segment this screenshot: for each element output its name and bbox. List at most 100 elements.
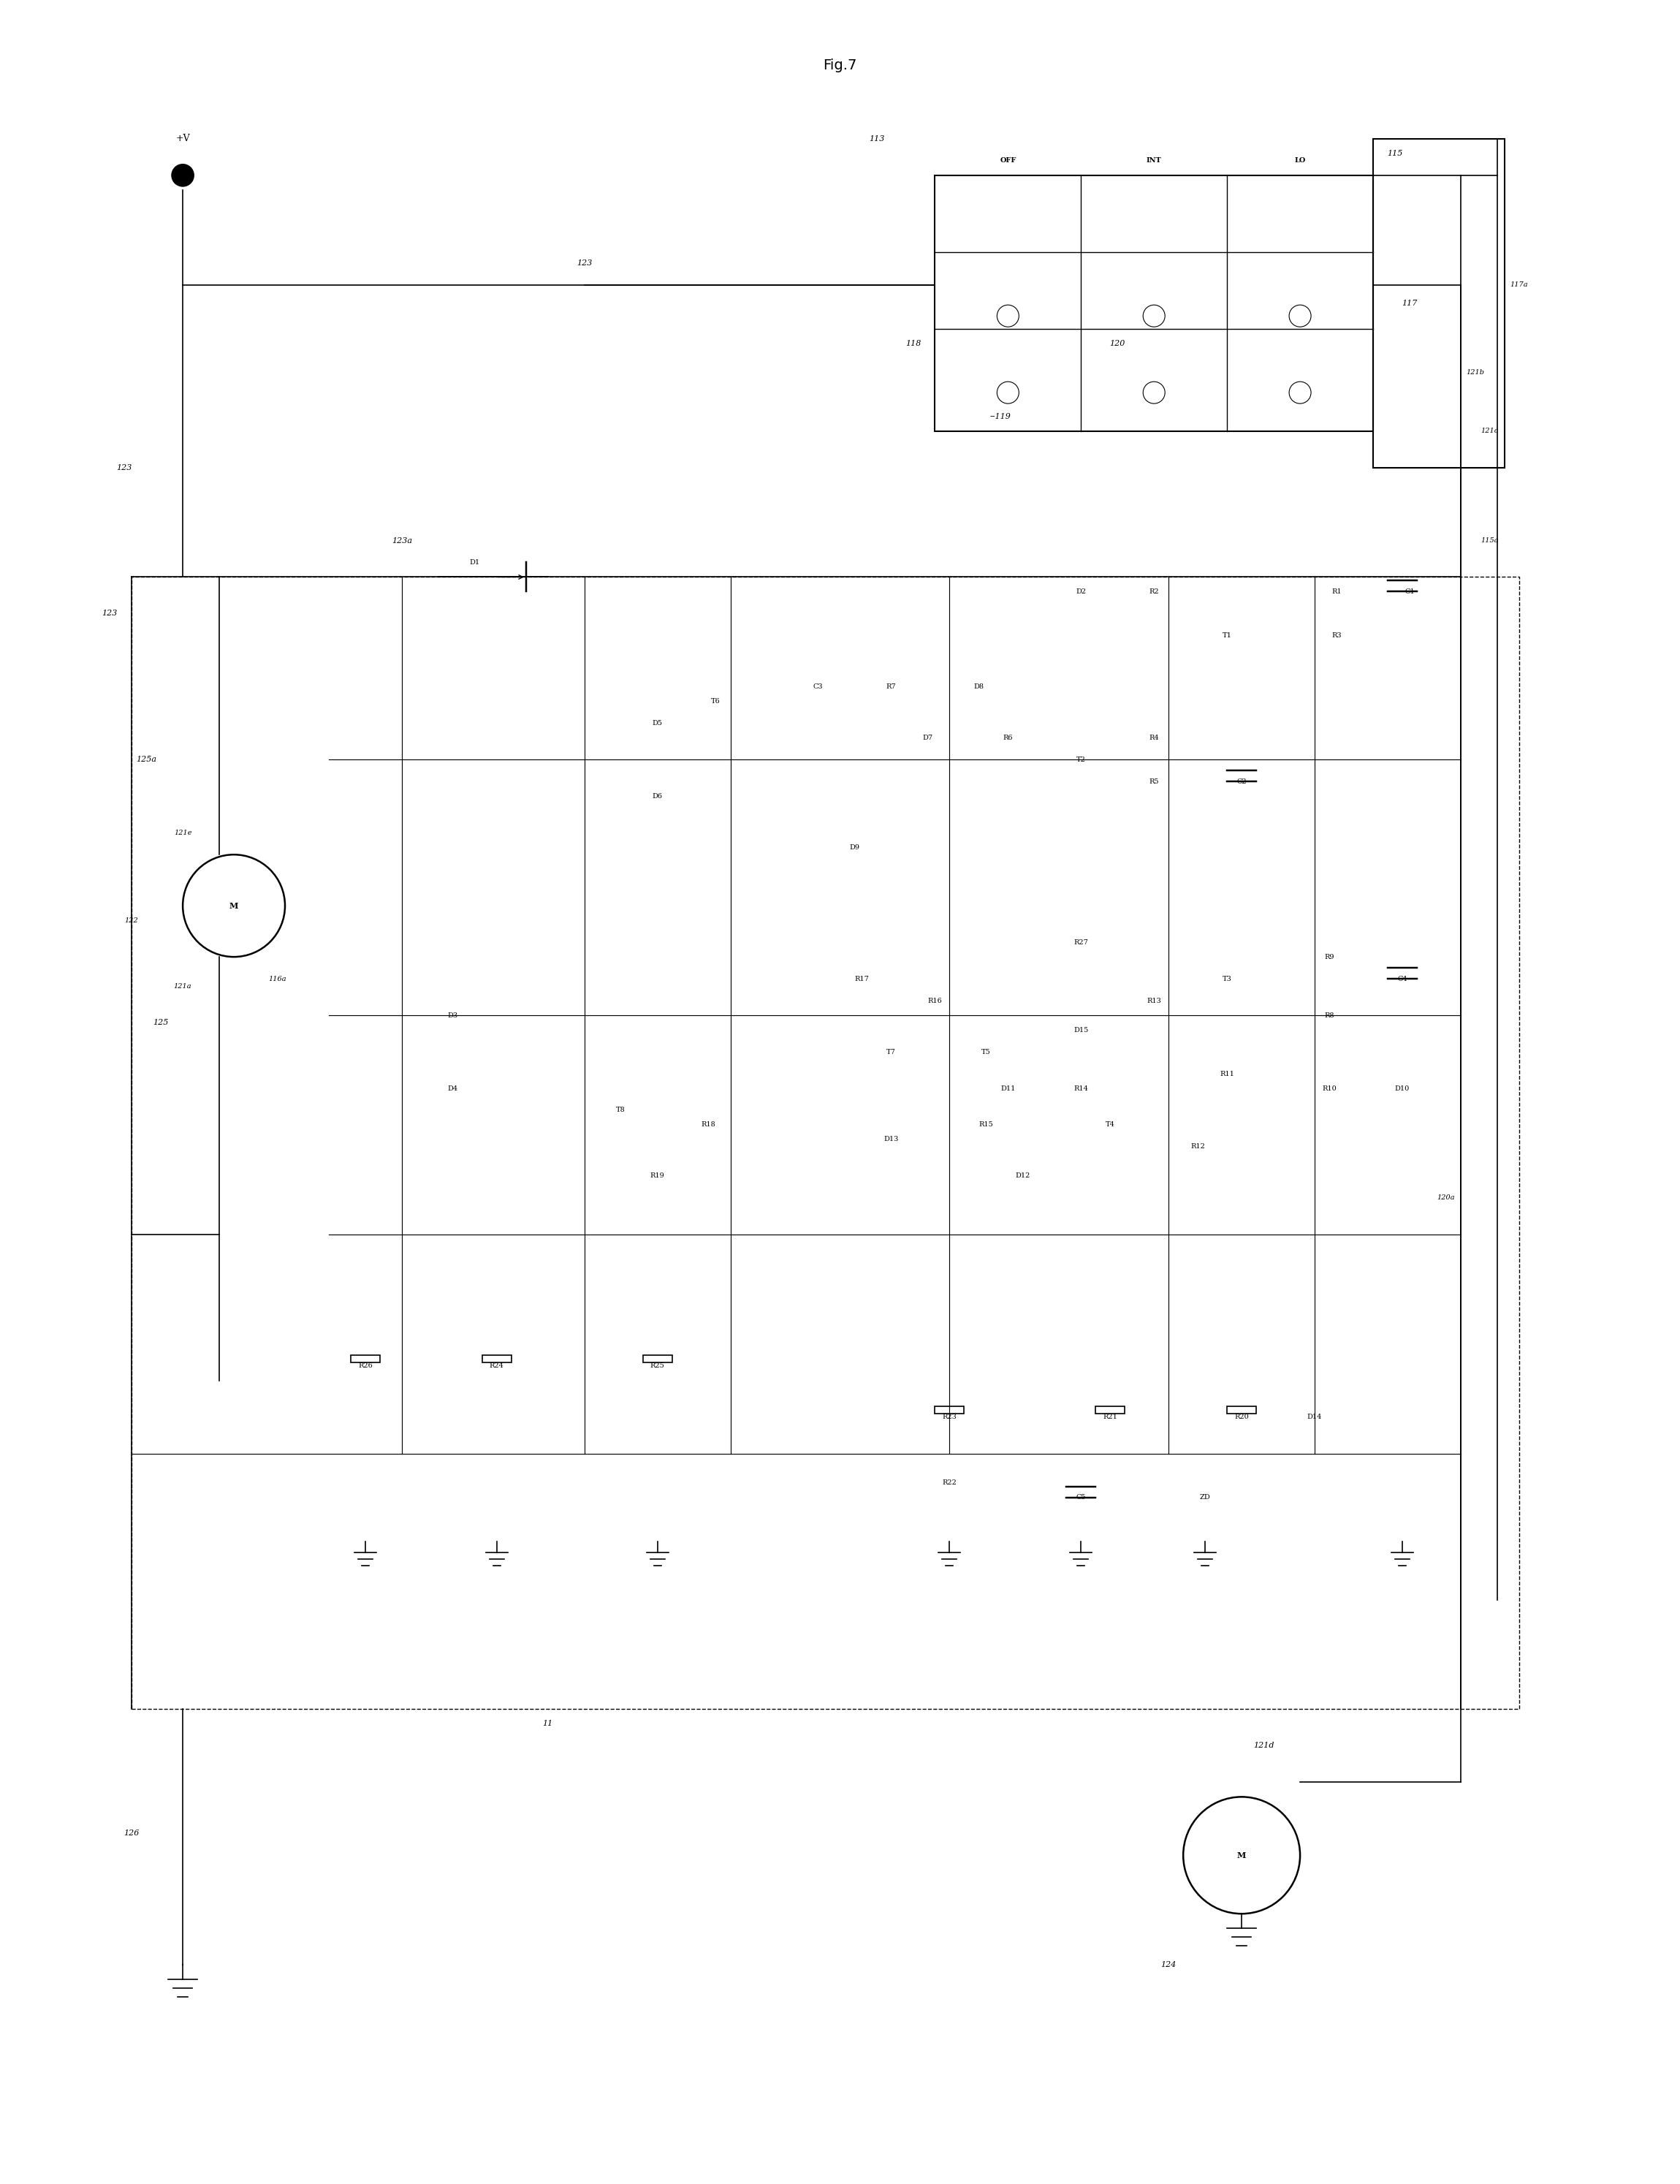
Text: R13: R13 [1147, 998, 1161, 1005]
Circle shape [996, 382, 1018, 404]
Text: R14: R14 [1074, 1085, 1089, 1092]
Text: D12: D12 [1015, 1173, 1030, 1179]
Text: R21: R21 [1104, 1413, 1117, 1420]
Bar [643, 1354, 672, 1363]
Text: INT: INT [1146, 157, 1161, 164]
Text: R18: R18 [701, 1123, 716, 1129]
Text: 115a: 115a [1482, 537, 1499, 544]
Text: D5: D5 [652, 721, 662, 727]
Text: 11: 11 [543, 1721, 553, 1728]
Text: R5: R5 [1149, 778, 1159, 784]
Bar [936, 1406, 964, 1413]
Bar [351, 1354, 380, 1363]
Text: 120: 120 [1110, 341, 1126, 347]
Bar [1095, 1406, 1126, 1413]
Text: R24: R24 [489, 1363, 504, 1369]
Text: 125: 125 [153, 1020, 168, 1026]
Text: T5: T5 [981, 1048, 991, 1055]
Text: 121b: 121b [1467, 369, 1485, 376]
Text: 121e: 121e [173, 830, 192, 836]
Text: 113: 113 [869, 135, 884, 142]
Text: R4: R4 [1149, 734, 1159, 740]
Text: 117: 117 [1401, 299, 1418, 306]
Text: 116a: 116a [269, 976, 287, 983]
Circle shape [1183, 1797, 1300, 1913]
Text: R2: R2 [1149, 587, 1159, 594]
Bar [1373, 140, 1505, 467]
Text: D7: D7 [922, 734, 932, 740]
Text: 122: 122 [124, 917, 138, 924]
Text: Fig.7: Fig.7 [823, 59, 857, 72]
Circle shape [1289, 306, 1310, 328]
Text: R10: R10 [1322, 1085, 1337, 1092]
Text: 126: 126 [124, 1830, 139, 1837]
Text: C4: C4 [1398, 976, 1408, 983]
Text: LO: LO [1295, 157, 1305, 164]
Text: R23: R23 [942, 1413, 958, 1420]
Text: D1: D1 [470, 559, 480, 566]
Text: R22: R22 [942, 1479, 958, 1485]
Text: T2: T2 [1077, 756, 1085, 762]
Text: T8: T8 [617, 1107, 625, 1114]
Text: 123: 123 [102, 609, 118, 618]
Bar [936, 175, 1373, 430]
Text: R19: R19 [650, 1173, 665, 1179]
Text: 115: 115 [1388, 151, 1403, 157]
Bar [1226, 1406, 1257, 1413]
Text: 124: 124 [1161, 1961, 1176, 1968]
Text: OFF: OFF [1000, 157, 1016, 164]
Text: D9: D9 [850, 843, 860, 850]
Text: D10: D10 [1394, 1085, 1410, 1092]
Text: D13: D13 [884, 1136, 899, 1142]
Text: T7: T7 [887, 1048, 895, 1055]
Text: R16: R16 [927, 998, 942, 1005]
Text: R9: R9 [1324, 954, 1334, 961]
Text: T4: T4 [1105, 1123, 1116, 1129]
Text: 123: 123 [576, 260, 593, 266]
Text: R11: R11 [1220, 1070, 1235, 1077]
Circle shape [171, 164, 193, 186]
Circle shape [183, 854, 286, 957]
Text: R15: R15 [979, 1123, 993, 1129]
Text: --119: --119 [990, 413, 1011, 419]
Text: R25: R25 [650, 1363, 665, 1369]
Text: D11: D11 [1001, 1085, 1015, 1092]
Text: 121d: 121d [1253, 1743, 1273, 1749]
Text: 117a: 117a [1510, 282, 1529, 288]
Text: D8: D8 [974, 684, 984, 690]
Text: R20: R20 [1235, 1413, 1248, 1420]
Circle shape [996, 306, 1018, 328]
Text: R27: R27 [1074, 939, 1089, 946]
Text: D2: D2 [1075, 587, 1087, 594]
Text: T1: T1 [1223, 631, 1231, 638]
Circle shape [1142, 306, 1164, 328]
Text: T6: T6 [711, 699, 721, 705]
Bar [482, 1354, 511, 1363]
Text: C3: C3 [813, 684, 823, 690]
Text: ZD: ZD [1200, 1494, 1211, 1500]
Text: 125a: 125a [136, 756, 156, 762]
Text: C1: C1 [1404, 587, 1415, 594]
Text: R3: R3 [1332, 631, 1342, 638]
Text: 123a: 123a [391, 537, 412, 544]
Circle shape [1289, 382, 1310, 404]
Text: R26: R26 [358, 1363, 373, 1369]
Text: D14: D14 [1307, 1413, 1322, 1420]
Text: M: M [1236, 1852, 1247, 1859]
Circle shape [1142, 382, 1164, 404]
Bar [131, 577, 1519, 1710]
Text: 121c: 121c [1482, 428, 1499, 435]
Text: R12: R12 [1191, 1144, 1205, 1151]
Text: D3: D3 [449, 1011, 459, 1018]
Text: 118: 118 [906, 341, 921, 347]
Text: 120a: 120a [1436, 1195, 1455, 1201]
Text: R6: R6 [1003, 734, 1013, 740]
Text: D4: D4 [449, 1085, 459, 1092]
Text: C2: C2 [1236, 778, 1247, 784]
Text: +V: +V [176, 133, 190, 144]
Text: T3: T3 [1223, 976, 1231, 983]
Text: R7: R7 [885, 684, 895, 690]
Text: 121a: 121a [173, 983, 192, 989]
Text: R1: R1 [1332, 587, 1342, 594]
Text: R17: R17 [855, 976, 869, 983]
